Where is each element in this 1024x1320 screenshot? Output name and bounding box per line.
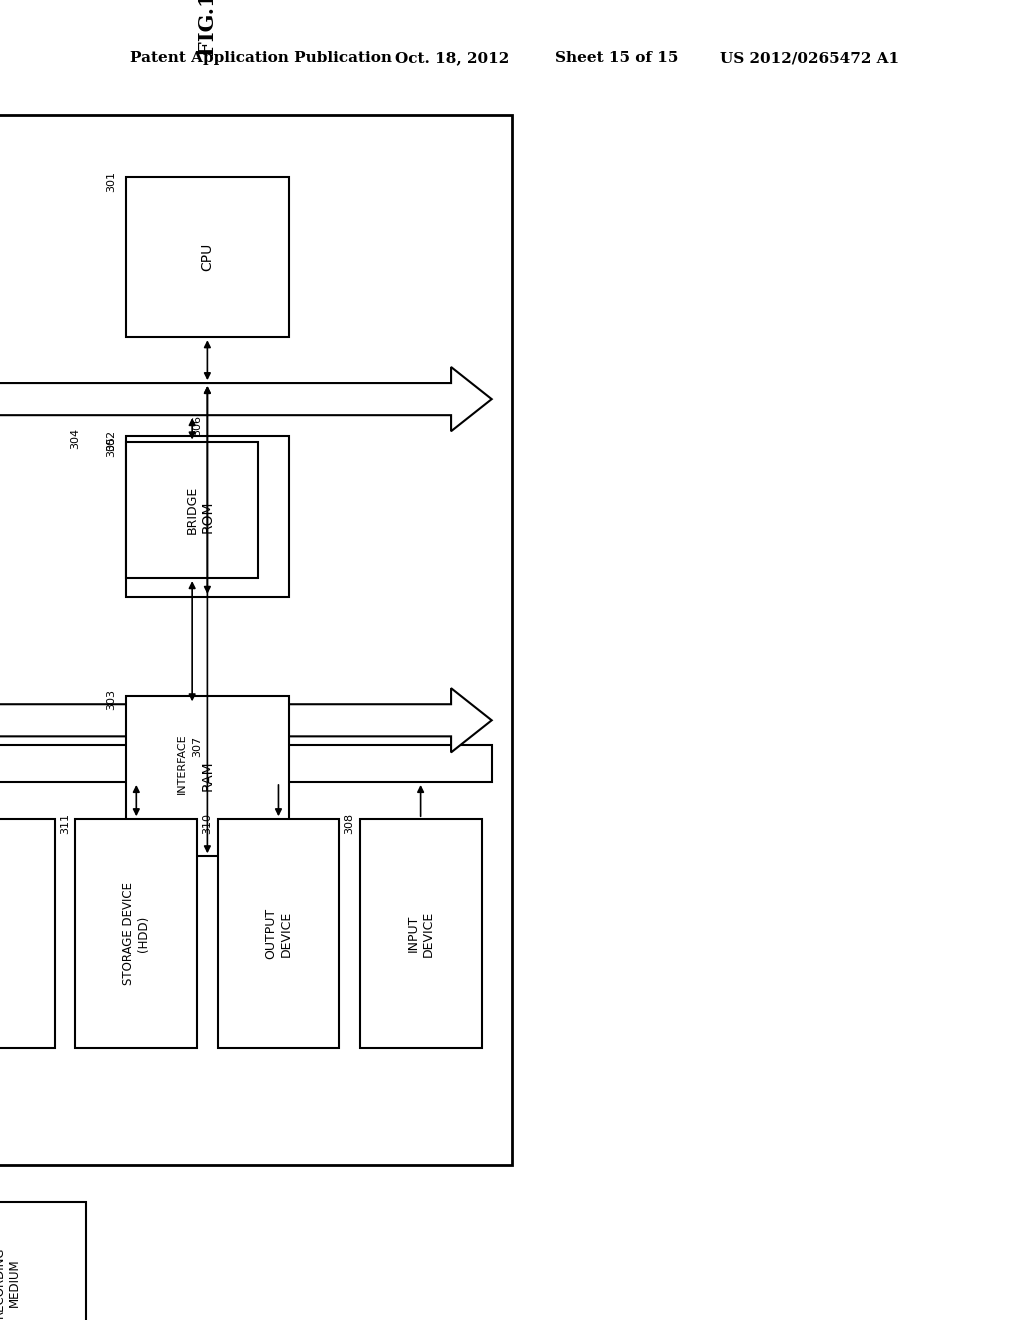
Text: FIG.16: FIG.16	[198, 0, 217, 55]
Polygon shape	[0, 744, 492, 781]
Text: 307: 307	[193, 737, 202, 758]
Text: CPU: CPU	[201, 243, 214, 271]
Polygon shape	[0, 115, 512, 1166]
Text: 304: 304	[71, 428, 81, 449]
Text: ROM: ROM	[201, 500, 214, 533]
Polygon shape	[76, 820, 198, 1048]
Text: DRIVE: DRIVE	[0, 912, 1, 954]
Text: 306: 306	[193, 416, 202, 436]
Text: REMOVABLE
RECORDING
MEDIUM: REMOVABLE RECORDING MEDIUM	[0, 1246, 20, 1319]
Text: 308: 308	[345, 813, 354, 834]
Text: RAM: RAM	[201, 760, 214, 791]
Text: Sheet 15 of 15: Sheet 15 of 15	[555, 51, 678, 65]
Polygon shape	[0, 1203, 86, 1320]
Text: Patent Application Publication: Patent Application Publication	[130, 51, 392, 65]
Text: US 2012/0265472 A1: US 2012/0265472 A1	[720, 51, 899, 65]
Text: BRIDGE: BRIDGE	[185, 486, 199, 535]
Text: INPUT
DEVICE: INPUT DEVICE	[407, 911, 434, 957]
Polygon shape	[0, 820, 55, 1048]
Polygon shape	[126, 177, 289, 338]
Polygon shape	[359, 820, 481, 1048]
Polygon shape	[126, 436, 289, 597]
Polygon shape	[126, 442, 258, 578]
Polygon shape	[0, 367, 492, 432]
Text: Oct. 18, 2012: Oct. 18, 2012	[395, 51, 509, 65]
Text: 311: 311	[60, 813, 71, 834]
Text: OUTPUT
DEVICE: OUTPUT DEVICE	[264, 908, 293, 958]
Text: 303: 303	[106, 689, 116, 710]
Text: 301: 301	[106, 170, 116, 191]
Polygon shape	[126, 696, 289, 857]
Text: 302: 302	[106, 430, 116, 451]
Polygon shape	[0, 688, 492, 752]
Text: STORAGE DEVICE
(HDD): STORAGE DEVICE (HDD)	[122, 882, 151, 985]
Text: INTERFACE: INTERFACE	[177, 733, 187, 793]
Polygon shape	[217, 820, 339, 1048]
Text: 310: 310	[203, 813, 212, 834]
Text: 305: 305	[106, 436, 116, 457]
